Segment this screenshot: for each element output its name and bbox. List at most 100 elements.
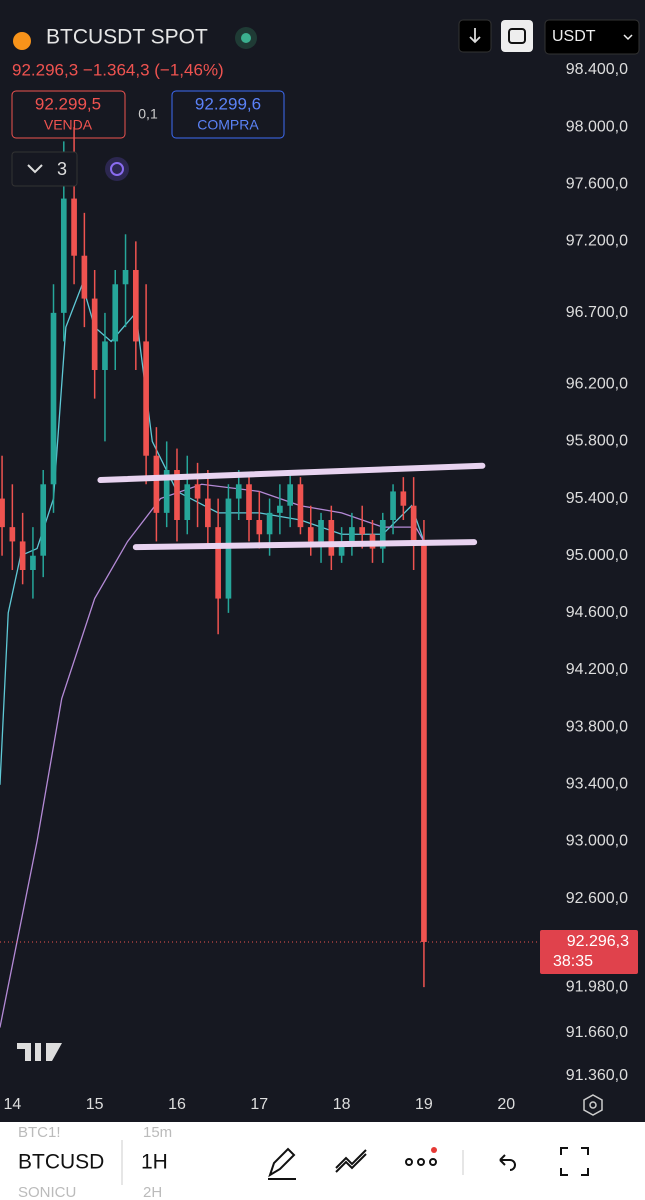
y-tick-label: 97.600,0 <box>566 176 628 193</box>
interval-selected[interactable]: 1H <box>141 1151 168 1174</box>
countdown: 38:35 <box>553 953 593 970</box>
candle-body <box>40 484 47 556</box>
expand-button[interactable] <box>560 1147 589 1176</box>
y-tick-label: 95.400,0 <box>566 490 628 507</box>
spread: 0,1 <box>138 106 158 122</box>
candle-body <box>215 527 221 599</box>
candle-body <box>266 512 273 535</box>
fullscreen-icon <box>508 28 526 44</box>
candle-body <box>163 470 170 513</box>
x-tick-label: 19 <box>415 1096 433 1113</box>
symbol-option[interactable]: BTC1! <box>18 1124 61 1141</box>
x-tick-label: 15 <box>86 1096 104 1113</box>
candle-body <box>410 505 417 542</box>
y-tick-label: 91.980,0 <box>566 978 628 995</box>
candle-body <box>0 498 5 528</box>
chevron <box>27 164 43 174</box>
candle-body <box>81 255 88 299</box>
indicator-count: 3 <box>57 159 67 179</box>
candle-body <box>235 484 242 499</box>
sell-label: VENDA <box>44 117 93 133</box>
watermark-logo <box>17 1043 62 1061</box>
refresh-button[interactable] <box>105 157 129 181</box>
interval-option[interactable]: 2H <box>143 1184 162 1200</box>
price-change: 92.296,3 −1.364,3 (−1,46%) <box>12 60 224 79</box>
trend-line <box>97 462 486 483</box>
candle-body <box>184 484 191 520</box>
y-tick-label: 92.600,0 <box>566 890 628 907</box>
y-tick-label: 93.000,0 <box>566 833 628 850</box>
candle-body <box>318 520 324 542</box>
candle-body <box>256 520 263 535</box>
y-tick-label: 91.660,0 <box>566 1024 628 1041</box>
candle-body <box>390 491 396 520</box>
refresh-icon <box>110 162 124 176</box>
plot: 98.400,0 98.000,0 97.600,0 97.200,0 96.700,0… <box>0 61 638 1113</box>
y-tick-label: 95.000,0 <box>566 547 628 564</box>
undo-button[interactable] <box>499 1154 516 1171</box>
candle-body <box>71 198 77 256</box>
candle-body <box>122 270 129 285</box>
candle-body <box>132 270 139 342</box>
candle-body <box>102 341 108 370</box>
buy-price: 92.299,6 <box>195 94 261 113</box>
draw-tool[interactable] <box>268 1147 296 1180</box>
candle-body <box>338 541 345 556</box>
x-tick-label: 14 <box>3 1096 21 1113</box>
candle-body <box>421 541 427 942</box>
x-tick-label: 16 <box>168 1096 186 1113</box>
y-tick-label: 93.800,0 <box>566 718 628 735</box>
chevron <box>623 34 633 41</box>
y-tick-label: 93.400,0 <box>566 776 628 793</box>
y-tick-label: 98.400,0 <box>566 61 628 78</box>
coin-icon <box>13 32 31 50</box>
y-tick-label: 91.360,0 <box>566 1067 628 1084</box>
price-tag <box>540 929 638 974</box>
candle-body <box>30 555 36 570</box>
candle-body <box>400 491 407 506</box>
candle-body <box>297 484 304 528</box>
x-tick-label: 20 <box>497 1096 515 1113</box>
candle-body <box>153 455 160 513</box>
candle-body <box>277 505 283 513</box>
symbol: BTCUSDT SPOT <box>46 26 208 49</box>
indicators-toggle[interactable] <box>11 151 78 187</box>
candle-body <box>349 527 355 542</box>
fullscreen-button[interactable] <box>501 20 533 52</box>
candle-body <box>60 198 67 313</box>
buy-label: COMPRA <box>197 117 259 133</box>
settings-button[interactable] <box>583 1094 603 1116</box>
status-dot <box>241 33 251 43</box>
sell-price: 92.299,5 <box>35 94 101 113</box>
trend-line <box>132 539 478 551</box>
candle-body <box>287 484 293 506</box>
candle-body <box>143 341 149 456</box>
candle-body <box>19 541 26 570</box>
download-icon <box>469 28 481 44</box>
y-tick-label: 94.200,0 <box>566 661 628 678</box>
y-tick-label: 95.800,0 <box>566 433 628 450</box>
y-tick-label: 94.600,0 <box>566 604 628 621</box>
sell-button[interactable] <box>11 90 126 139</box>
candle-body <box>9 527 16 542</box>
candle-body <box>194 484 201 499</box>
currency: USDT <box>552 28 596 45</box>
candle-body <box>91 298 98 370</box>
x-tick-label: 17 <box>250 1096 268 1113</box>
candle-body <box>359 527 366 535</box>
interval-option[interactable]: 15m <box>143 1124 172 1141</box>
y-tick-label: 96.200,0 <box>566 376 628 393</box>
symbol-option[interactable]: SONICU <box>18 1184 76 1200</box>
symbol-selected[interactable]: BTCUSD <box>18 1151 104 1174</box>
candle-body <box>246 484 252 520</box>
candle-body <box>174 470 180 520</box>
x-tick-label: 18 <box>333 1096 351 1113</box>
settings-icon <box>589 1101 597 1109</box>
buy-button[interactable] <box>171 90 285 139</box>
trend-tool[interactable] <box>335 1149 367 1173</box>
currency-select[interactable] <box>544 19 640 55</box>
candle-body <box>50 312 57 485</box>
more-button[interactable] <box>405 1147 437 1166</box>
